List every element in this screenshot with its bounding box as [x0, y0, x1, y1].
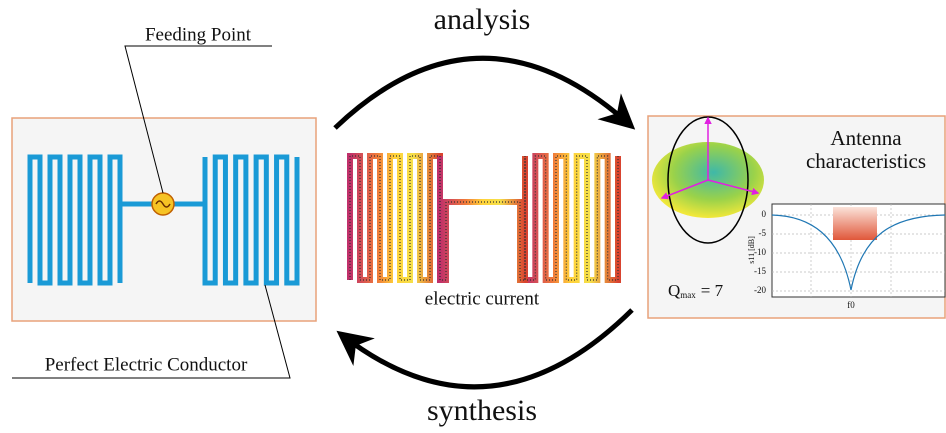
s11-curve [771, 214, 946, 291]
feed-leader [124, 45, 272, 194]
axis-x [660, 179, 709, 200]
synthesis-arrow [336, 308, 634, 390]
title-line1: Antenna [830, 126, 902, 150]
y-tick-label: -5 [759, 228, 767, 238]
y-tick-label: 0 [762, 209, 767, 219]
meander-left [347, 153, 443, 283]
bridge [117, 157, 208, 207]
synthesis-label: synthesis [427, 394, 537, 427]
band [833, 207, 877, 240]
axis-y [707, 179, 760, 196]
y-tick-label: -20 [754, 285, 766, 295]
meander-left [27, 154, 123, 286]
y-tick-label: -10 [754, 247, 766, 257]
current-mesh [349, 155, 619, 281]
bridge [439, 156, 526, 281]
meander-left [349, 155, 441, 281]
meander-right [202, 154, 300, 286]
plot-grid: 0 -5 -10 -15 -20 [754, 204, 945, 297]
antenna [27, 154, 300, 286]
plot-ylabel: s11 [dB] [747, 236, 756, 264]
conductor-label: Perfect Electric Conductor [45, 354, 248, 375]
plot-xlabel: f0 [847, 300, 855, 310]
y-tick-label: -15 [754, 266, 766, 276]
meander-right [524, 155, 619, 281]
feed-label: Feeding Point [145, 24, 252, 45]
current-label: electric current [425, 288, 540, 309]
title-line2: characteristics [806, 149, 926, 173]
q-factor: Qmax = 7 [668, 281, 724, 300]
feed-icon [155, 200, 171, 208]
analysis-label: analysis [434, 3, 531, 36]
analysis-arrow [333, 55, 636, 130]
conductor-leader [12, 284, 291, 379]
bridge [437, 156, 528, 283]
meander-right [522, 153, 621, 283]
